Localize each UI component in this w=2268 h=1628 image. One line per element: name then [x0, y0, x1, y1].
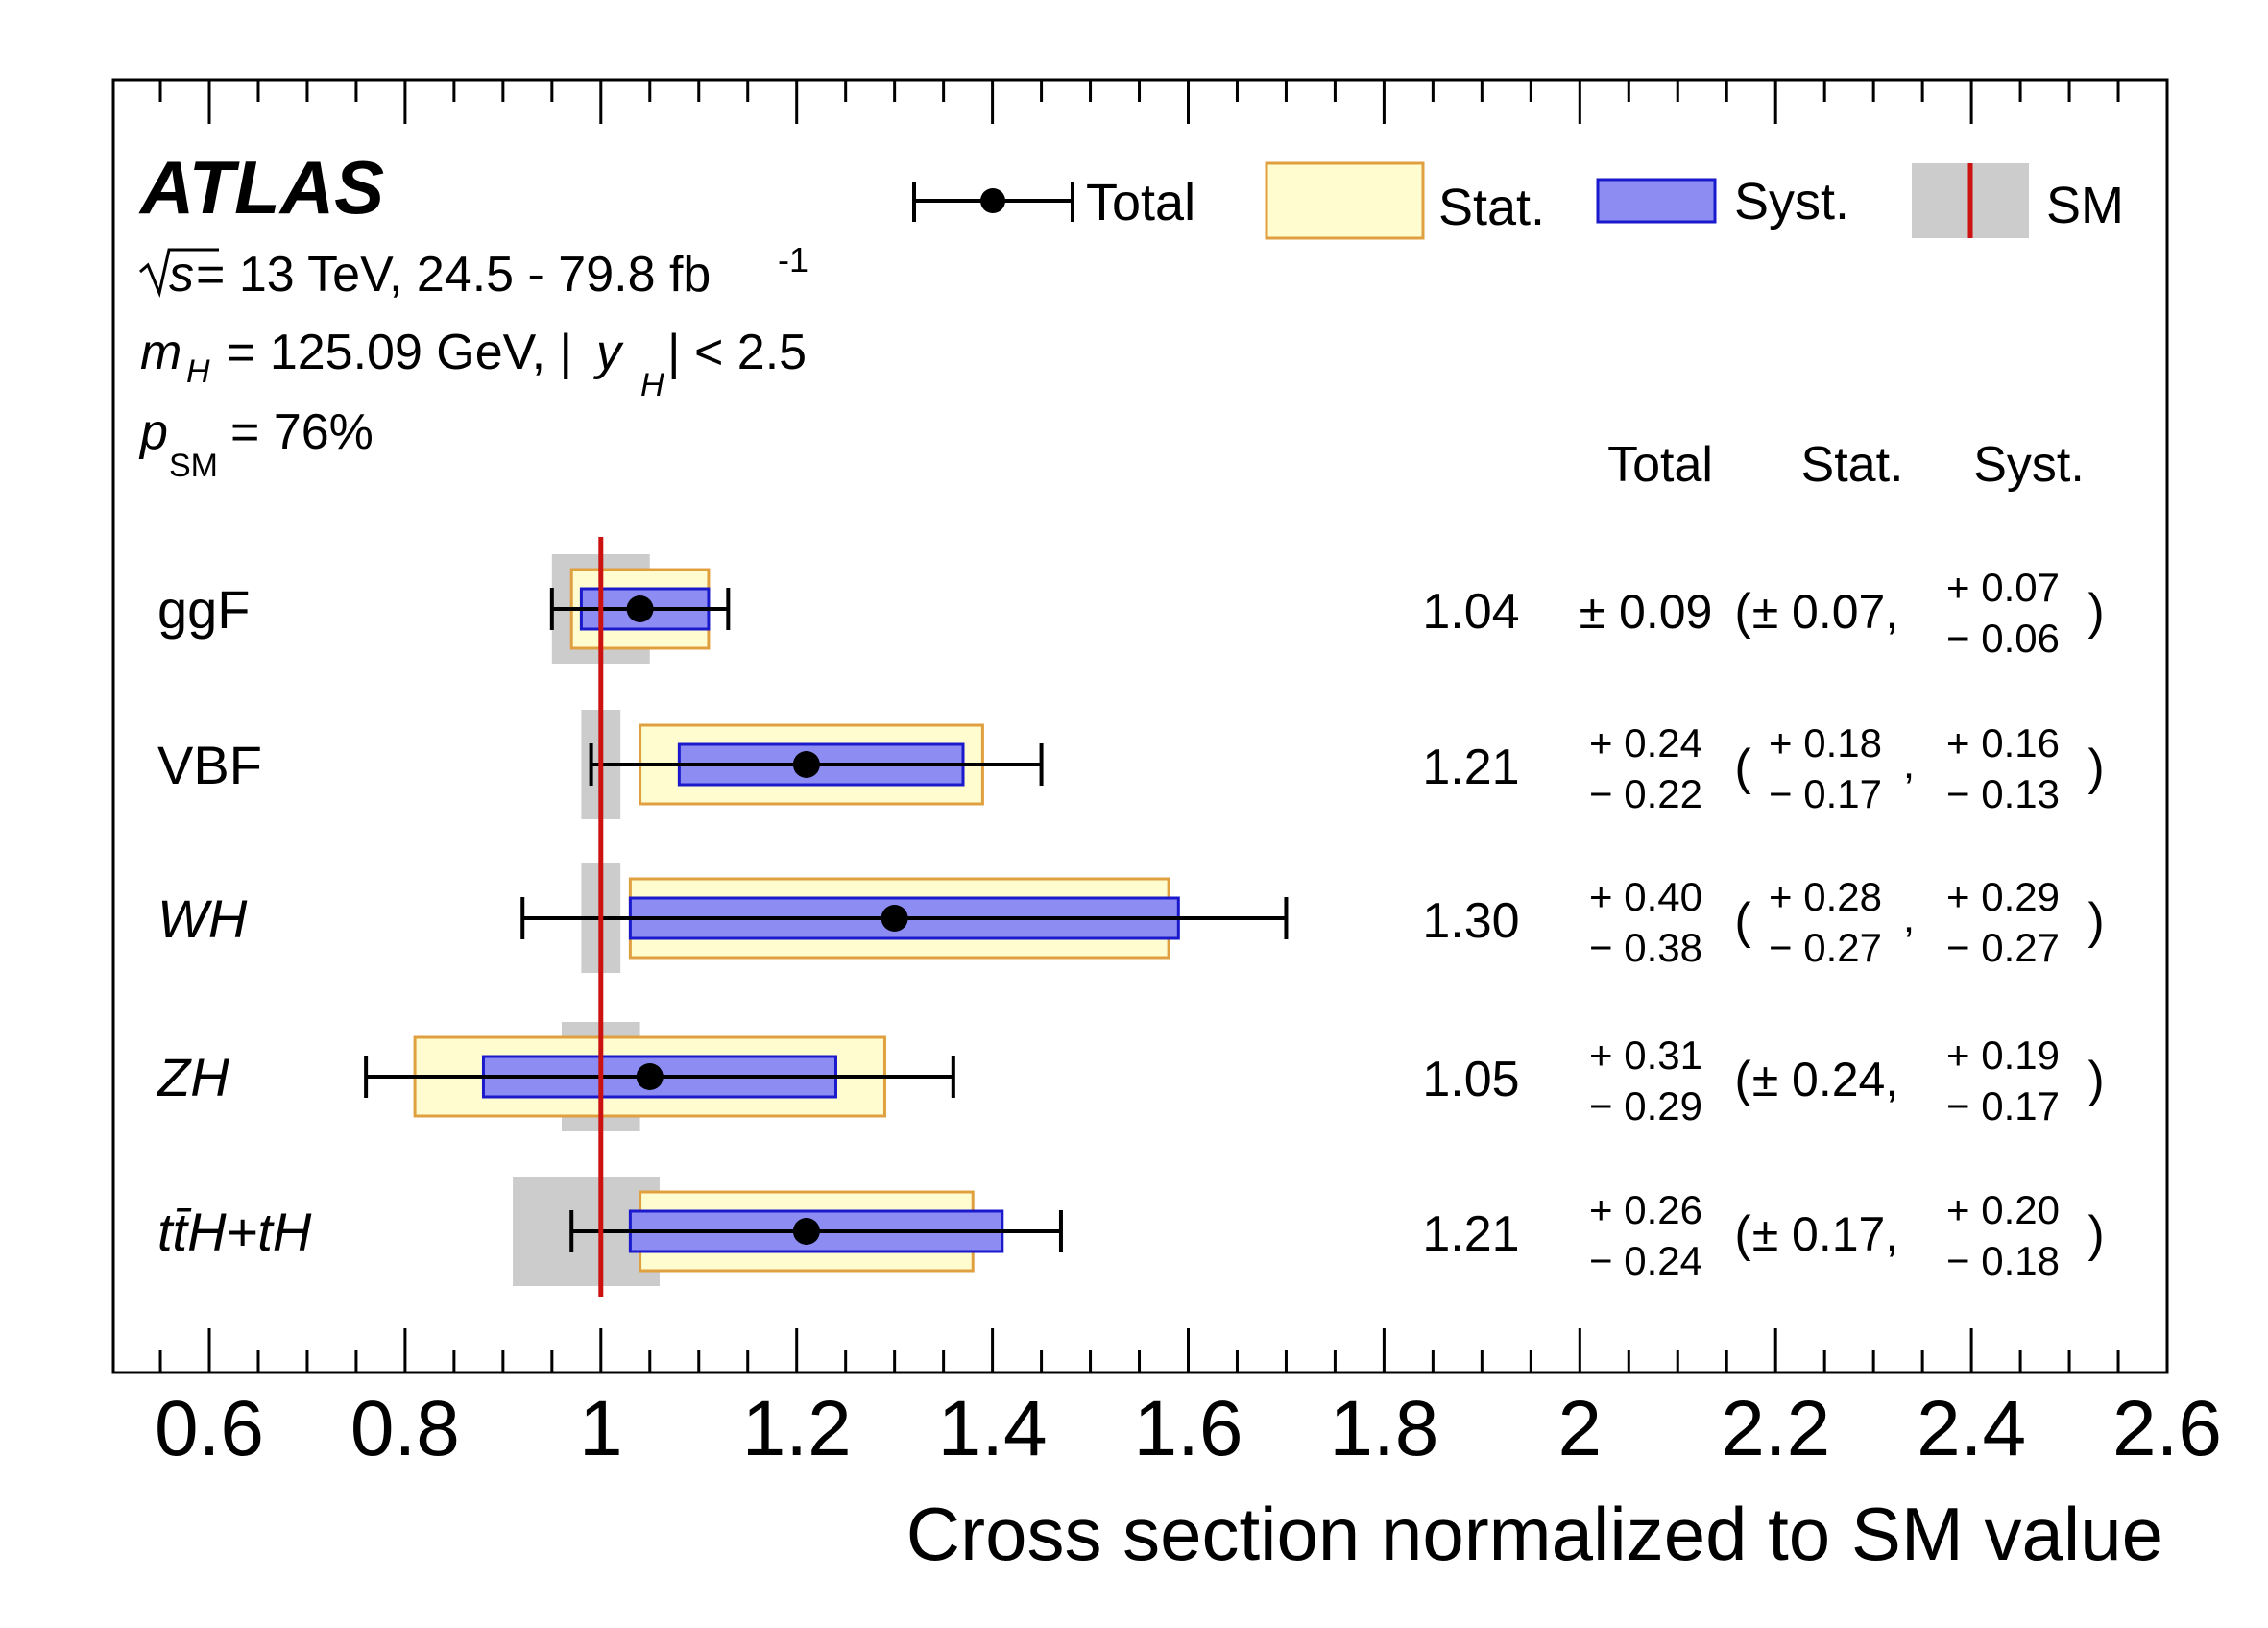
- row-label: ggF: [157, 579, 251, 640]
- column-header-syst: Syst.: [1973, 437, 2085, 493]
- paren-open: (: [1734, 1206, 1751, 1262]
- paren-close: ): [2087, 584, 2104, 640]
- x-tick-label: 1.2: [742, 1385, 852, 1472]
- total-error-text-down: − 0.38: [1589, 925, 1702, 970]
- experiment-label: ATLAS: [138, 145, 384, 230]
- paren-open: (: [1734, 740, 1751, 795]
- paren-close: ): [2087, 740, 2104, 795]
- paren-close: ): [2087, 893, 2104, 949]
- svg-text:s: s: [169, 247, 194, 303]
- legend-sm-label: SM: [2046, 177, 2124, 234]
- legend-stat-swatch: [1265, 161, 1425, 240]
- legend-total-label: Total: [1086, 174, 1195, 231]
- paren-open: (: [1734, 584, 1751, 640]
- syst-error-text-up: + 0.16: [1946, 720, 2060, 765]
- total-error-text: ± 0.09: [1580, 585, 1713, 639]
- x-tick-label: 1: [579, 1385, 623, 1472]
- svg-text:p: p: [138, 404, 168, 460]
- total-error-text-up: + 0.31: [1589, 1033, 1702, 1078]
- stat-error-text-up: + 0.28: [1769, 874, 1882, 919]
- svg-text:| < 2.5: | < 2.5: [667, 325, 807, 380]
- central-value-point: [626, 595, 654, 622]
- svg-text:H: H: [640, 367, 664, 403]
- row-label: WH: [157, 888, 248, 949]
- stat-error-text-down: − 0.17: [1769, 771, 1882, 816]
- paren-open: (: [1734, 893, 1751, 949]
- total-error-text-up: + 0.40: [1589, 874, 1702, 919]
- stat-error-text-down: − 0.27: [1769, 925, 1882, 970]
- central-value-point: [636, 1063, 664, 1090]
- syst-error-text-up: + 0.19: [1946, 1033, 2060, 1078]
- svg-text:H: H: [186, 353, 210, 390]
- syst-error-text-up: + 0.07: [1946, 565, 2060, 610]
- legend: Total Stat. Syst. SM: [912, 161, 2124, 240]
- svg-text:y: y: [593, 325, 624, 380]
- x-tick-label: 1.4: [938, 1385, 1048, 1472]
- x-tick-label: 2.2: [1721, 1385, 1830, 1472]
- svg-text:m: m: [140, 325, 181, 380]
- axis-ticks: [158, 80, 2169, 1373]
- central-value-point: [881, 905, 908, 932]
- central-value-point: [792, 1218, 820, 1245]
- legend-syst-swatch: [1596, 178, 1717, 224]
- syst-error-text-up: + 0.29: [1946, 874, 2060, 919]
- total-error-text-down: − 0.29: [1589, 1083, 1702, 1129]
- syst-error-text-up: + 0.20: [1946, 1187, 2060, 1232]
- total-error-text-down: − 0.22: [1589, 771, 1702, 816]
- stat-error-text: ± 0.07,: [1752, 585, 1899, 639]
- total-error-text-up: + 0.24: [1589, 720, 1702, 765]
- separator-comma: ,: [1903, 894, 1915, 941]
- svg-text:= 76%: = 76%: [230, 404, 374, 460]
- paren-close: ): [2087, 1206, 2104, 1262]
- column-header-stat: Stat.: [1801, 437, 1904, 493]
- paren-close: ): [2087, 1052, 2104, 1107]
- psm-label: p SM = 76%: [138, 404, 374, 484]
- central-value-point: [792, 751, 820, 778]
- x-tick-label: 0.8: [350, 1385, 460, 1472]
- stat-error-text-up: + 0.18: [1769, 720, 1882, 765]
- legend-syst-label: Syst.: [1734, 173, 1849, 231]
- stat-error-text: ± 0.17,: [1752, 1207, 1899, 1261]
- x-tick-label: 0.6: [155, 1385, 264, 1472]
- separator-comma: ,: [1903, 741, 1915, 788]
- mass-label: m H = 125.09 GeV, | y H | < 2.5: [140, 325, 807, 403]
- x-tick-label: 2.4: [1917, 1385, 2026, 1472]
- syst-error-text-down: − 0.06: [1946, 616, 2060, 661]
- row-value: 1.04: [1422, 584, 1519, 640]
- row-label: ZH: [156, 1047, 229, 1107]
- svg-text:= 125.09 GeV, |: = 125.09 GeV, |: [227, 325, 572, 380]
- row-value: 1.21: [1422, 1206, 1519, 1262]
- column-header-total: Total: [1607, 437, 1713, 493]
- row-label: tt̄H+tH: [157, 1202, 312, 1262]
- svg-text:= 13 TeV, 24.5 - 79.8 fb: = 13 TeV, 24.5 - 79.8 fb: [196, 247, 711, 303]
- total-error-text-up: + 0.26: [1589, 1187, 1702, 1232]
- chart-marks: ggF 1.04 ± 0.09 ± 0.07, + 0.07 − 0.06 () VBF 1.2…: [156, 537, 2105, 1297]
- paren-open: (: [1734, 1052, 1751, 1107]
- x-tick-label: 2.6: [2112, 1385, 2222, 1472]
- row-value: 1.05: [1422, 1052, 1519, 1107]
- stat-error-text: ± 0.24,: [1752, 1053, 1899, 1106]
- row-value: 1.21: [1422, 740, 1519, 795]
- x-axis-label: Cross section normalized to SM value: [906, 1492, 2163, 1576]
- energy-label: s = 13 TeV, 24.5 - 79.8 fb -1: [139, 240, 808, 303]
- legend-total-marker: [912, 182, 1074, 222]
- row-label: VBF: [157, 735, 262, 795]
- svg-text:SM: SM: [169, 448, 218, 484]
- syst-error-text-down: − 0.13: [1946, 771, 2060, 816]
- x-tick-label: 2: [1557, 1385, 1602, 1472]
- axis-tick-labels: 0.6 0.8 1 1.2 1.4 1.6 1.8 2 2.2 2.4 2.6: [155, 1385, 2222, 1472]
- svg-text:-1: -1: [778, 240, 808, 279]
- legend-stat-label: Stat.: [1438, 179, 1545, 236]
- syst-error-text-down: − 0.27: [1946, 925, 2060, 970]
- x-tick-label: 1.6: [1134, 1385, 1243, 1472]
- total-error-text-down: − 0.24: [1589, 1238, 1702, 1283]
- syst-error-text-down: − 0.18: [1946, 1238, 2060, 1283]
- row-value: 1.30: [1422, 893, 1519, 949]
- syst-error-text-down: − 0.17: [1946, 1083, 2060, 1129]
- x-tick-label: 1.8: [1329, 1385, 1438, 1472]
